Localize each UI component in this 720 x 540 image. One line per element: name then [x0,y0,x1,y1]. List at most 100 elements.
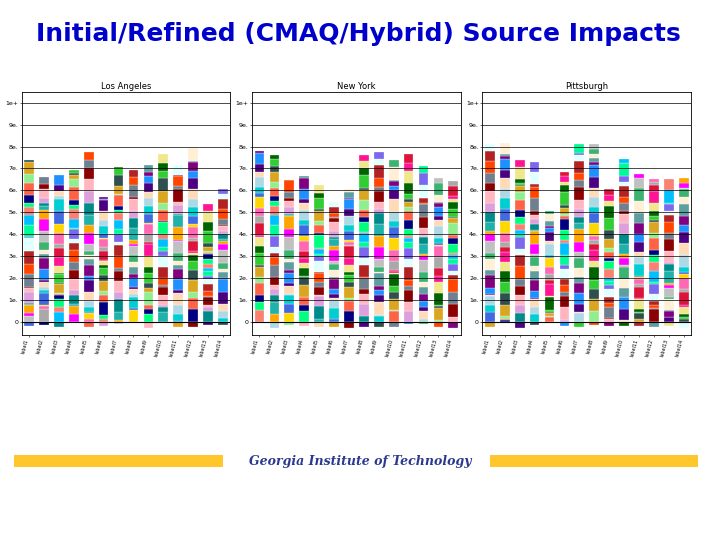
Bar [604,307,614,318]
Bar [203,259,213,264]
Bar [284,198,294,201]
Bar [559,192,570,205]
Bar [269,265,279,278]
Bar [300,285,309,296]
Bar [389,212,399,220]
Bar [604,239,614,248]
Bar [515,186,525,192]
Bar [269,314,279,322]
Bar [84,233,94,244]
Bar [158,278,168,285]
Bar [449,197,458,199]
Bar [515,286,525,295]
Bar [590,154,599,158]
Bar [604,298,614,302]
Bar [188,238,198,241]
Bar [500,282,510,293]
Bar [344,287,354,298]
Bar [359,277,369,278]
Bar [99,295,109,302]
Bar [218,199,228,210]
Bar [559,296,570,307]
Bar [284,207,294,214]
Bar [500,320,510,322]
Bar [300,298,309,305]
Bar [664,316,674,318]
Bar [284,215,294,217]
Bar [84,168,94,179]
Bar [300,310,309,322]
Bar [284,201,294,207]
Bar [174,189,183,201]
Bar [218,263,228,269]
Bar [530,291,539,298]
Bar [54,322,64,327]
Bar [129,197,138,199]
Bar [114,292,123,299]
Bar [344,188,354,192]
Bar [188,148,198,161]
Bar [515,249,525,255]
Bar [158,191,168,203]
Bar [530,280,539,291]
Bar [404,267,413,280]
Bar [158,222,168,234]
Bar [544,322,554,323]
Bar [344,274,354,281]
Bar [634,319,644,322]
Bar [158,251,168,255]
Bar [500,210,510,221]
Bar [203,231,213,242]
Bar [39,269,49,280]
Bar [634,188,644,200]
Bar [300,225,309,237]
Bar [300,322,309,326]
Bar [515,192,525,200]
Bar [143,206,153,214]
Bar [24,304,34,305]
Bar [329,320,339,322]
Bar [649,294,659,301]
Bar [359,294,369,304]
Bar [218,239,228,241]
Bar [485,234,495,241]
Bar [284,214,294,215]
Bar [485,144,495,151]
Bar [485,288,495,294]
Bar [54,211,64,224]
Bar [174,321,183,322]
Bar [418,287,428,294]
Bar [433,238,444,243]
Bar [604,201,614,206]
Text: Georgia Institute of Technology: Georgia Institute of Technology [248,455,472,468]
Bar [500,271,510,282]
Bar [188,322,198,327]
Bar [619,223,629,234]
Bar [99,260,109,261]
Bar [679,225,688,232]
Bar [649,233,659,239]
Bar [84,251,94,255]
Bar [389,190,399,199]
Bar [84,179,94,191]
Bar [575,223,584,230]
Bar [359,315,369,322]
Bar [188,280,198,292]
Bar [69,200,78,205]
Bar [329,308,339,320]
Bar [604,231,614,239]
Bar [544,297,554,310]
Bar [344,265,354,272]
Bar [418,272,428,282]
Bar [649,211,659,216]
Bar [500,316,510,319]
Bar [485,212,495,222]
Bar [559,322,570,326]
Bar [359,288,369,294]
Bar [359,155,369,161]
Bar [619,203,629,211]
Bar [69,295,78,303]
Bar [500,247,510,252]
Bar [269,172,279,183]
Bar [374,302,384,315]
